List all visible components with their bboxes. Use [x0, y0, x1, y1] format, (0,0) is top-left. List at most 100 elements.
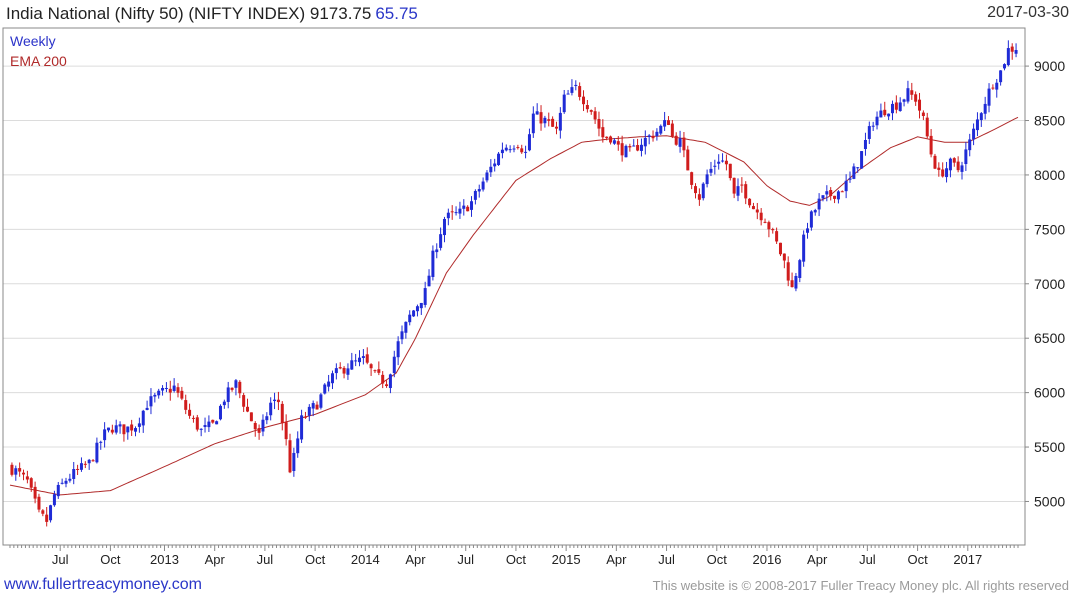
candle-body	[802, 234, 806, 262]
candle-body	[246, 406, 250, 412]
candle-body	[33, 486, 37, 499]
candle-body	[829, 190, 833, 197]
candle-body	[620, 143, 624, 156]
candle-body	[195, 417, 199, 430]
candle-body	[574, 84, 578, 86]
candle-body	[605, 136, 609, 138]
title-text: India National (Nifty 50) (NIFTY INDEX) …	[6, 4, 372, 23]
candle-body	[350, 360, 354, 370]
candle-body	[470, 201, 474, 210]
candle-body	[724, 160, 728, 165]
candle-body	[439, 234, 443, 248]
site-link[interactable]: www.fullertreacymoney.com	[4, 576, 202, 593]
candle-body	[933, 155, 937, 169]
x-tick-label: 2014	[351, 552, 380, 567]
candle-body	[547, 119, 551, 121]
candle-body	[489, 166, 493, 173]
candle-body	[964, 149, 968, 165]
x-tick-label: Oct	[707, 552, 728, 567]
candle-body	[311, 403, 315, 409]
candle-body	[744, 184, 748, 199]
candle-body	[666, 120, 670, 125]
candle-body	[755, 209, 759, 213]
candle-body	[871, 125, 875, 127]
candle-body	[161, 387, 165, 391]
candle-body	[319, 394, 323, 408]
candle-body	[95, 442, 99, 463]
candle-body	[91, 460, 95, 462]
candle-body	[145, 407, 149, 410]
y-tick-label: 7000	[1034, 276, 1065, 292]
candle-body	[578, 86, 582, 97]
candle-body	[960, 165, 964, 172]
candle-body	[381, 374, 385, 384]
candle-body	[137, 423, 141, 427]
candle-body	[188, 409, 192, 416]
x-tick-label: Jul	[859, 552, 876, 567]
candle-body	[929, 135, 933, 155]
candle-body	[972, 128, 976, 140]
candle-body	[616, 141, 620, 145]
candle-body	[323, 384, 327, 394]
candle-body	[863, 139, 867, 150]
candle-body	[49, 505, 53, 521]
candle-body	[37, 496, 41, 510]
candle-body	[709, 168, 713, 173]
candle-body	[937, 167, 941, 170]
candle-body	[902, 99, 906, 102]
candle-body	[527, 134, 531, 151]
x-axis: Jul Oct 2013 Apr Jul Oct 2014 Apr Jul Oct 2015 Apr J…	[9, 545, 1019, 567]
candle-body	[296, 438, 300, 454]
candle-body	[276, 399, 280, 403]
candle-body	[887, 113, 891, 117]
candle-body	[68, 478, 72, 481]
candle-body	[446, 212, 450, 219]
candle-body	[415, 306, 419, 312]
candle-body	[921, 112, 925, 117]
candle-body	[392, 356, 396, 374]
y-tick-label: 6500	[1034, 330, 1065, 346]
candle-body	[315, 404, 319, 410]
candle-body	[435, 249, 439, 253]
candle-body	[763, 221, 767, 223]
candle-body	[918, 99, 922, 111]
candle-body	[431, 250, 435, 277]
x-tick-label: Jul	[658, 552, 675, 567]
candle-body	[848, 178, 852, 180]
candle-body	[593, 111, 597, 120]
candle-body	[910, 90, 914, 95]
candle-body	[404, 321, 408, 333]
candle-body	[790, 280, 794, 288]
candle-body	[670, 123, 674, 137]
candle-body	[114, 425, 118, 433]
candle-body	[454, 212, 458, 214]
candle-body	[898, 102, 902, 112]
candle-body	[106, 427, 110, 431]
x-tick-label: 2013	[150, 552, 179, 567]
candle-body	[373, 370, 377, 372]
candle-body	[562, 94, 566, 113]
candle-body	[184, 400, 188, 410]
candle-body	[844, 180, 848, 192]
candle-body	[678, 138, 682, 147]
candle-body	[110, 429, 114, 433]
candle-body	[987, 88, 991, 106]
legend-interval: Weekly	[10, 33, 56, 49]
x-tick-label: Jul	[457, 552, 474, 567]
candle-body	[682, 137, 686, 151]
candle-body	[941, 169, 945, 177]
candle-body	[168, 388, 172, 393]
candle-body	[551, 118, 555, 127]
candle-body	[203, 425, 207, 427]
candle-body	[99, 441, 103, 443]
candle-body	[890, 103, 894, 114]
y-tick-label: 8500	[1034, 113, 1065, 129]
x-tick-label: Oct	[907, 552, 928, 567]
candle-body	[794, 275, 798, 289]
x-tick-label: Oct	[506, 552, 527, 567]
candle-body	[948, 158, 952, 171]
candle-body	[477, 189, 481, 192]
candle-body	[655, 131, 659, 137]
candle-body	[64, 480, 68, 484]
